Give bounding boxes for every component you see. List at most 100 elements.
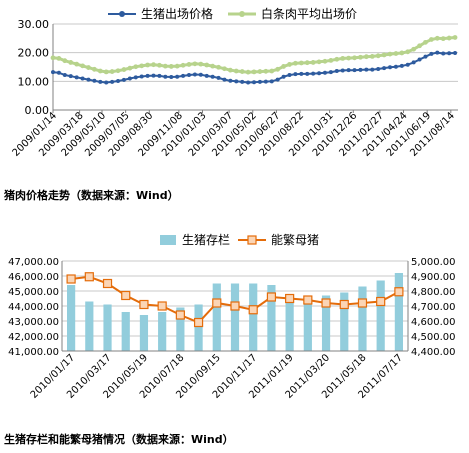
data-point — [222, 66, 227, 72]
data-point — [233, 68, 239, 74]
data-point — [98, 79, 103, 84]
data-point — [263, 68, 269, 74]
bar — [303, 303, 312, 351]
data-point — [441, 51, 446, 56]
data-point — [222, 77, 227, 82]
data-point — [246, 80, 251, 85]
data-point — [387, 51, 393, 57]
data-point — [275, 77, 280, 82]
data-point — [393, 64, 398, 69]
data-point — [381, 52, 387, 58]
data-point — [411, 60, 416, 65]
data-point — [298, 60, 304, 66]
right-tick-label: 5,000.00 — [411, 257, 456, 268]
data-point — [352, 68, 357, 73]
bar — [176, 307, 185, 351]
data-point — [175, 310, 185, 320]
data-point — [139, 299, 149, 310]
data-point — [204, 62, 210, 68]
data-point — [234, 79, 239, 84]
data-point — [86, 77, 91, 82]
data-point — [198, 72, 203, 77]
legend: 生猪存栏 能繁母猪 — [160, 232, 319, 247]
data-point — [446, 35, 452, 41]
bar — [194, 304, 203, 351]
data-point — [393, 51, 399, 56]
data-point — [198, 61, 204, 67]
data-point — [68, 60, 74, 65]
data-point — [103, 69, 109, 75]
data-point — [257, 69, 263, 74]
data-point — [192, 72, 197, 77]
data-point — [305, 71, 310, 76]
data-point — [411, 46, 417, 52]
data-point — [210, 74, 215, 79]
left-tick-label: 43,000.00 — [8, 317, 59, 328]
data-point — [121, 67, 127, 72]
left-tick-label: 42,000.00 — [8, 332, 59, 343]
data-point — [162, 63, 168, 69]
data-point — [304, 60, 310, 66]
data-point — [382, 66, 387, 71]
data-point — [228, 78, 233, 83]
data-point — [328, 58, 334, 63]
data-point — [281, 74, 286, 79]
data-point — [51, 70, 55, 75]
data-point — [435, 50, 440, 55]
bar — [121, 312, 130, 351]
bar — [267, 285, 276, 351]
data-point — [287, 73, 292, 78]
data-point — [86, 65, 91, 70]
data-point — [358, 54, 363, 60]
data-point — [216, 75, 221, 80]
breeding-sows-series — [66, 272, 404, 328]
data-point — [216, 64, 221, 70]
data-point — [405, 62, 410, 67]
data-point — [181, 73, 186, 78]
data-point — [346, 68, 351, 73]
data-point — [193, 317, 204, 328]
data-point — [358, 67, 363, 72]
data-point — [186, 73, 191, 78]
bar — [340, 292, 349, 351]
right-tick-label: 4,500.00 — [411, 332, 456, 343]
data-point — [285, 293, 295, 304]
data-point — [84, 272, 94, 282]
data-point — [74, 61, 80, 67]
data-point — [175, 74, 180, 79]
bar — [394, 273, 403, 351]
data-point — [328, 70, 333, 75]
data-point — [186, 62, 192, 67]
right-tick-label: 4,400.00 — [411, 347, 456, 358]
data-point — [423, 39, 428, 45]
data-point — [180, 62, 186, 68]
data-point — [248, 305, 258, 315]
data-point — [133, 64, 139, 70]
data-point — [50, 55, 56, 61]
data-point — [168, 64, 174, 69]
data-point — [322, 70, 327, 75]
data-point — [121, 77, 126, 82]
data-point — [104, 80, 109, 85]
data-point — [299, 71, 304, 76]
y-tick-label: 20.00 — [18, 47, 50, 60]
legend-label: 生猪存栏 — [182, 232, 230, 247]
data-point — [266, 292, 277, 302]
data-point — [169, 75, 174, 80]
data-point — [399, 63, 404, 68]
data-point — [80, 63, 85, 69]
legend-label: 能繁母猪 — [271, 232, 319, 247]
data-point — [121, 290, 131, 301]
data-point — [212, 298, 222, 308]
data-point — [109, 69, 115, 74]
data-point — [428, 37, 434, 42]
y-tick-label: 10.00 — [18, 75, 50, 88]
data-point — [56, 70, 61, 75]
data-point — [263, 79, 268, 84]
bar — [158, 312, 167, 351]
data-point — [163, 74, 168, 79]
data-point — [174, 63, 180, 69]
bar — [249, 283, 258, 351]
data-point — [364, 67, 369, 72]
data-point — [340, 68, 345, 73]
